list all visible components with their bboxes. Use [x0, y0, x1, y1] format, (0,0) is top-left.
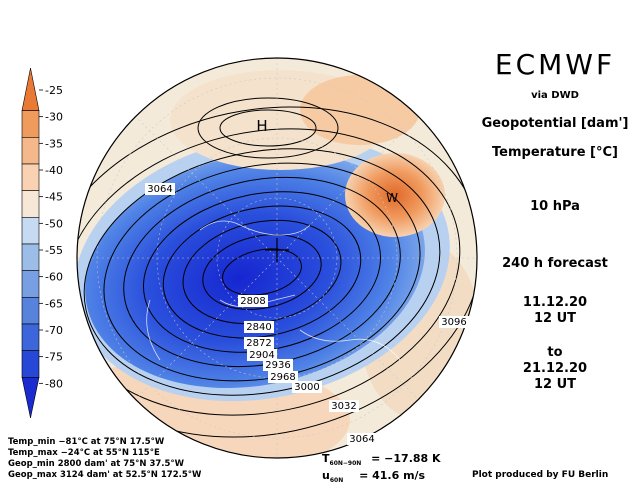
- colorbar-segment: [21, 297, 40, 325]
- pressure-level: 10 hPa: [530, 199, 580, 214]
- contour-label: 3096: [439, 316, 469, 328]
- contour-label-bg: [238, 295, 268, 307]
- contour-label: 3064: [347, 433, 377, 445]
- init-date: 11.12.20: [522, 295, 588, 310]
- contour-label: 2904: [247, 349, 277, 361]
- contour-label-bg: [347, 433, 377, 445]
- contour-label: 3064: [145, 183, 175, 195]
- colorbar-tick-label: -55: [45, 244, 63, 257]
- colorbar-segment: [21, 270, 40, 298]
- t-subscript: 60N−90N: [329, 460, 362, 468]
- colorbar-tick-label: -50: [45, 217, 63, 230]
- colorbar-segment: [21, 163, 40, 191]
- contour-label-text: 3064: [147, 184, 172, 195]
- colorbar-tick-label: -30: [45, 111, 63, 124]
- geopotential-contours: [77, 97, 477, 438]
- temp-min-stat: Temp_min −81°C at 75°N 17.5°W: [8, 437, 165, 447]
- colorbar-segment: [21, 110, 40, 138]
- contour-label-text: 2808: [240, 296, 265, 307]
- contour-label: 2936: [263, 359, 293, 371]
- t-symbol: T: [322, 452, 330, 465]
- geop-max-stat: Geop_max 3124 dam' at 52.5°N 172.5°W: [8, 470, 202, 480]
- colorbar-segment: [21, 137, 40, 165]
- init-time: 12 UT: [533, 311, 577, 326]
- colorbar-segment: [21, 217, 40, 245]
- t-value: = −17.88 K: [371, 452, 441, 465]
- colorbar-tick-label: -80: [45, 377, 63, 390]
- zonal-wind: u60N = 41.6 m/s: [322, 469, 425, 484]
- colorbar-segment: [21, 67, 40, 111]
- colorbar-tick-label: -25: [45, 84, 63, 97]
- contour-label-text: 3000: [294, 382, 319, 393]
- contour-label-text: 3064: [349, 434, 374, 445]
- warm-label: W: [386, 191, 398, 205]
- geop-min-stat: Geop_min 2800 dam' at 75°N 37.5°W: [8, 459, 185, 469]
- contour-label-bg: [439, 316, 469, 328]
- colorbar-tick-label: -65: [45, 297, 63, 310]
- colorbar-segment: [21, 377, 40, 419]
- colorbar-tick-label: -60: [45, 271, 63, 284]
- contour-label: 3032: [329, 400, 359, 412]
- u-symbol: u: [322, 469, 330, 482]
- temp-max-stat: Temp_max −24°C at 55°N 115°E: [8, 448, 160, 458]
- contour-label-text: 2840: [246, 322, 271, 333]
- contour-label-text: 3032: [331, 401, 356, 412]
- contour-label-bg: [329, 400, 359, 412]
- brand-title: ECMWF: [494, 48, 616, 81]
- contour-label-text: 2904: [249, 350, 274, 361]
- colorbar-tick-label: -70: [45, 324, 63, 337]
- map-border: [76, 57, 478, 459]
- colorbar-tick-label: -75: [45, 351, 63, 364]
- valid-time: 12 UT: [533, 377, 577, 392]
- variable-geopotential: Geopotential [dam']: [481, 116, 629, 131]
- high-label: H: [256, 117, 267, 135]
- colorbar-tick-label: -35: [45, 137, 63, 150]
- contour-label-text: 2872: [246, 338, 271, 349]
- contour-label-bg: [268, 371, 298, 383]
- colorbar-segment: [21, 190, 40, 218]
- pole-marker: [265, 238, 289, 262]
- contour-label-bg: [263, 359, 293, 371]
- mean-temperature: T60N−90N = −17.88 K: [322, 452, 441, 467]
- contour-label-bg: [145, 183, 175, 195]
- contour-label-text: 2968: [270, 372, 295, 383]
- credit-text: Plot produced by FU Berlin: [472, 470, 609, 480]
- contour-label-bg: [247, 349, 277, 361]
- contour-label: 2872: [244, 337, 274, 349]
- colorbar: -25 -30 -35 -40 -45 -50 -55 -60 -65 -70 -75 -80: [21, 67, 63, 419]
- colorbar-segment: [21, 243, 40, 271]
- contour-label: 2840: [244, 321, 274, 333]
- contour-label-text: 2936: [265, 360, 290, 371]
- via-label: via DWD: [531, 90, 579, 101]
- colorbar-segment: [21, 323, 40, 351]
- valid-date: 21.12.20: [522, 361, 588, 376]
- u-value: = 41.6 m/s: [359, 469, 426, 482]
- forecast-length: 240 h forecast: [502, 256, 608, 271]
- contour-label: 2968: [268, 371, 298, 383]
- contour-label: 2808: [238, 295, 268, 307]
- contour-label-bg: [244, 321, 274, 333]
- map-disk: [77, 58, 477, 458]
- variable-temperature: Temperature [°C]: [492, 145, 618, 160]
- colorbar-tick-label: -40: [45, 164, 63, 177]
- to-label: to: [547, 345, 563, 360]
- contour-label-bg: [244, 337, 274, 349]
- contour-label-text: 3096: [441, 317, 466, 328]
- colorbar-segment: [21, 350, 40, 378]
- contour-label: 3000: [292, 381, 322, 393]
- u-subscript: 60N: [329, 477, 344, 485]
- colorbar-tick-label: -45: [45, 191, 63, 204]
- contour-label-bg: [292, 381, 322, 393]
